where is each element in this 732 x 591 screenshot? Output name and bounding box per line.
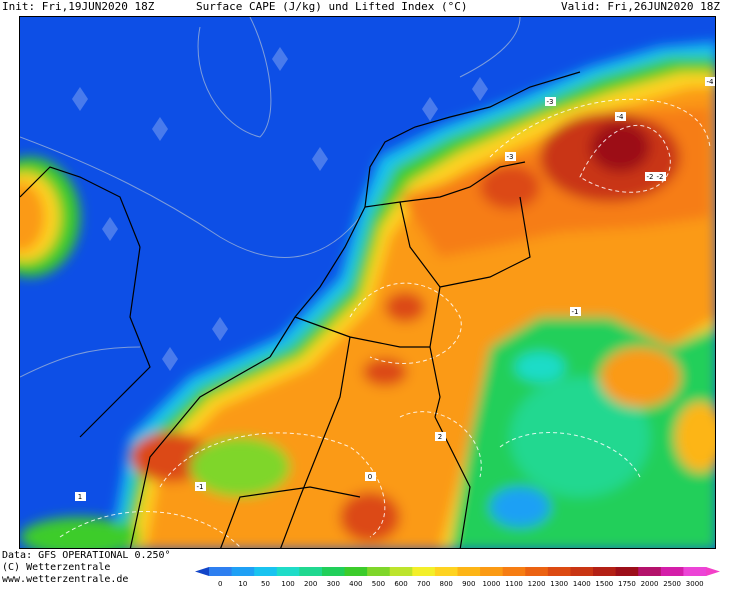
scale-tick-label: 1500 xyxy=(595,580,613,587)
scale-swatch xyxy=(525,567,549,576)
scale-swatch xyxy=(615,567,639,576)
scale-tick-label: 400 xyxy=(349,580,362,587)
li-label: -1 xyxy=(197,483,204,491)
scale-tick-label: 500 xyxy=(372,580,385,587)
scale-tick-label: 1200 xyxy=(528,580,546,587)
scale-swatch xyxy=(480,567,504,576)
scale-swatch xyxy=(367,567,391,576)
li-label: -2 xyxy=(647,173,654,181)
chart-title: Surface CAPE (J/kg) und Lifted Index (°C… xyxy=(196,0,468,13)
borders-coastline xyxy=(20,71,581,548)
scale-swatch xyxy=(457,567,481,576)
li-label: -4 xyxy=(617,113,625,121)
scale-swatch xyxy=(344,567,368,576)
li-label-box xyxy=(505,152,516,161)
website-link[interactable]: www.wetterzentrale.de xyxy=(2,574,129,585)
li-label: -3 xyxy=(507,153,514,161)
li-label-box xyxy=(705,77,715,86)
scale-swatch xyxy=(660,567,684,576)
scale-swatch xyxy=(209,567,233,576)
scale-tick-label: 0 xyxy=(218,580,222,587)
scale-swatch xyxy=(254,567,278,576)
li-label-box xyxy=(655,172,666,181)
cape-map: -4 -4 -3 -3 -2 -2 -1 -1 0 1 2 xyxy=(19,16,716,549)
li-label: -3 xyxy=(547,98,554,106)
scale-tick-label: 900 xyxy=(462,580,475,587)
valid-time: Valid: Fri,26JUN2020 18Z xyxy=(561,0,720,13)
cape-field xyxy=(20,42,715,548)
color-scale-svg: 0 10 50 100 200 300 400 500 600 700 800 900 1000 1100… xyxy=(195,567,720,588)
lifted-index-contours xyxy=(59,98,711,548)
li-label: 0 xyxy=(368,473,372,481)
scale-tick-label: 50 xyxy=(261,580,270,587)
scale-swatch xyxy=(389,567,413,576)
scale-tick-label: 1100 xyxy=(505,580,523,587)
scale-tick-label: 700 xyxy=(417,580,430,587)
li-label-box xyxy=(195,482,206,491)
copyright: (C) Wetterzentrale xyxy=(2,562,111,573)
scale-swatch xyxy=(683,567,707,576)
li-label-box xyxy=(435,432,446,441)
li-label: 2 xyxy=(438,433,442,441)
scale-low-cap xyxy=(195,567,209,576)
scale-swatch xyxy=(276,567,300,576)
cape-map-svg: -4 -4 -3 -3 -2 -2 -1 -1 0 1 2 xyxy=(20,17,715,548)
scale-tick-label: 100 xyxy=(281,580,294,587)
scale-tick-label: 200 xyxy=(304,580,317,587)
pressure-isobars xyxy=(20,17,521,378)
li-label: -1 xyxy=(572,308,579,316)
li-label-box xyxy=(545,97,556,106)
lifted-index-labels: -4 -4 -3 -3 -2 -2 -1 -1 0 1 2 xyxy=(75,77,715,501)
li-label-box xyxy=(365,472,376,481)
scale-tick-label: 2500 xyxy=(663,580,681,587)
scale-tick-label: 800 xyxy=(440,580,453,587)
li-label: -2 xyxy=(657,173,664,181)
li-label-box xyxy=(570,307,581,316)
scale-swatch xyxy=(547,567,571,576)
sea-symbols xyxy=(72,47,488,371)
scale-swatch xyxy=(638,567,662,576)
li-label-box xyxy=(615,112,626,121)
color-scale-legend: 0 10 50 100 200 300 400 500 600 700 800 900 1000 1100… xyxy=(195,565,720,588)
init-time: Init: Fri,19JUN2020 18Z xyxy=(2,0,155,13)
scale-swatch xyxy=(570,567,594,576)
scale-tick-label: 1300 xyxy=(550,580,568,587)
scale-swatch xyxy=(502,567,526,576)
scale-swatch xyxy=(593,567,617,576)
scale-swatch xyxy=(299,567,323,576)
footer-credits: Data: GFS OPERATIONAL 0.250° (C) Wetterz… xyxy=(2,550,171,586)
scale-tick-label: 600 xyxy=(394,580,407,587)
scale-tick-label: 300 xyxy=(327,580,340,587)
scale-swatch xyxy=(231,567,255,576)
li-label-box xyxy=(75,492,86,501)
li-label: -4 xyxy=(707,78,715,86)
scale-swatch xyxy=(412,567,436,576)
scale-tick-label: 1750 xyxy=(618,580,636,587)
scale-tick-label: 1400 xyxy=(573,580,591,587)
scale-high-cap xyxy=(706,567,720,576)
scale-tick-label: 2000 xyxy=(641,580,659,587)
li-label: 1 xyxy=(78,493,82,501)
scale-tick-label: 1000 xyxy=(482,580,500,587)
scale-tick-label: 10 xyxy=(238,580,247,587)
chart-header: Init: Fri,19JUN2020 18Z Surface CAPE (J/… xyxy=(0,0,732,16)
scale-swatch xyxy=(434,567,458,576)
scale-tick-label: 3000 xyxy=(686,580,704,587)
li-label-box xyxy=(645,172,656,181)
data-source: Data: GFS OPERATIONAL 0.250° xyxy=(2,550,171,561)
scale-swatch xyxy=(321,567,346,576)
